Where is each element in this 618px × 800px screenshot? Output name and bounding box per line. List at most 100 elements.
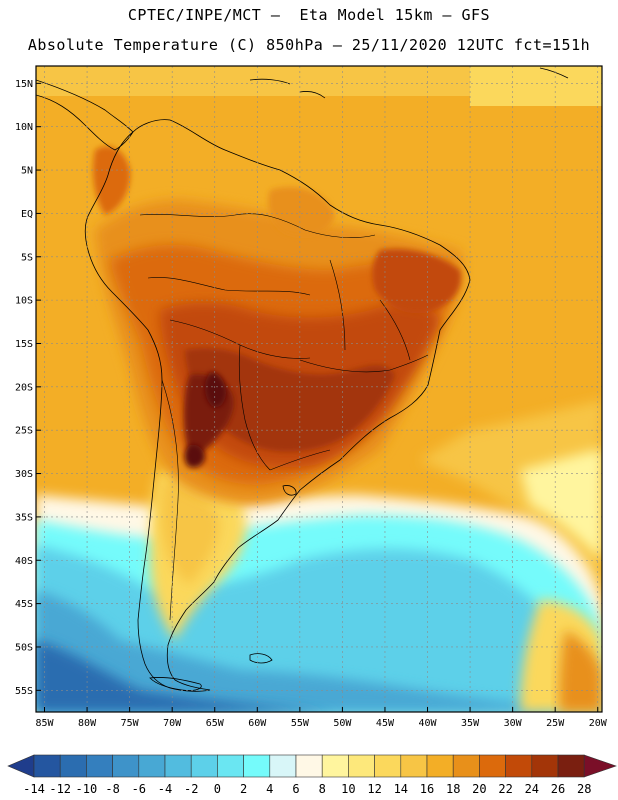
lon-label: 55W — [291, 718, 310, 729]
coastlines — [36, 67, 569, 692]
lon-label: 30W — [504, 718, 523, 729]
lat-label: 15N — [15, 79, 33, 90]
colorbar-label: -6 — [132, 782, 146, 796]
colorbar-swatch — [243, 754, 271, 778]
lon-label: 80W — [78, 718, 97, 729]
lat-label: 50S — [15, 642, 33, 653]
border-north — [139, 213, 376, 239]
colorbar-label: 4 — [266, 782, 273, 796]
colorbar-swatch — [190, 754, 218, 778]
lon-label: 20W — [589, 718, 608, 729]
colorbar-label: 0 — [214, 782, 221, 796]
colorbar-min-triangle — [7, 754, 35, 778]
field-andes-north — [93, 146, 131, 215]
colorbar-swatch — [531, 754, 559, 778]
tierra-del-fuego — [149, 677, 202, 691]
colorbar-label: -4 — [158, 782, 172, 796]
border-paraguay — [238, 344, 271, 471]
colorbar-label: -10 — [76, 782, 98, 796]
field-continent-hotspot2 — [184, 444, 205, 468]
colorbar-label: 2 — [240, 782, 247, 796]
colorbar-label: -12 — [49, 782, 71, 796]
field-atlantic-cream — [520, 450, 602, 560]
lat-label: 5N — [21, 166, 33, 177]
field-northeast-brown — [372, 248, 461, 314]
lat-label: 35S — [15, 512, 33, 523]
colorbar-label: 20 — [472, 782, 486, 796]
lon-axis: 85W 80W 75W 70W 65W 60W 55W 50W 45W 40W 35W 30W 25W 2… — [35, 707, 608, 729]
colorbar-label: 26 — [551, 782, 565, 796]
colorbar-label: 6 — [292, 782, 299, 796]
colorbar-swatch — [112, 754, 140, 778]
border-uruguay — [269, 449, 331, 471]
colorbar-swatch — [269, 754, 297, 778]
lat-label: 5S — [21, 252, 33, 263]
lat-label: EQ — [21, 209, 33, 220]
lat-label: 10N — [15, 122, 33, 133]
lat-label: 55S — [15, 686, 33, 697]
field-continent-hotspot — [205, 372, 226, 408]
colorbar-label: 16 — [420, 782, 434, 796]
field-south-deep — [36, 640, 340, 712]
map-frame — [35, 65, 603, 713]
colorbar-max-triangle — [583, 754, 617, 778]
colorbar: -14 -12 -10 -8 -6 -4 -2 0 2 4 6 8 10 12 14 16 18 20 22 24 26… — [7, 754, 617, 796]
lat-label: 45S — [15, 599, 33, 610]
colorbar-swatch — [33, 754, 61, 778]
border-brazil-states-3 — [379, 299, 411, 361]
colorbar-swatch — [557, 754, 585, 778]
colorbar-swatch — [505, 754, 533, 778]
colorbar-label: 18 — [446, 782, 460, 796]
lon-label: 40W — [418, 718, 437, 729]
colorbar-label: -14 — [23, 782, 45, 796]
lon-label: 60W — [248, 718, 267, 729]
gridlines — [36, 66, 602, 712]
field-atlantic-yellow — [420, 400, 602, 600]
colorbar-swatch — [374, 754, 402, 778]
lon-label: 65W — [206, 718, 225, 729]
colorbar-label: 8 — [319, 782, 326, 796]
colorbar-swatch — [295, 754, 323, 778]
border-brazil-states-1 — [299, 354, 429, 373]
lon-label: 50W — [333, 718, 352, 729]
lon-label: 35W — [461, 718, 480, 729]
colorbar-label: 14 — [394, 782, 408, 796]
colorbar-swatch — [426, 754, 454, 778]
colorbar-swatch — [86, 754, 113, 778]
lon-label: 75W — [121, 718, 140, 729]
caribbean-coast — [36, 79, 134, 133]
colorbar-label: 24 — [525, 782, 539, 796]
field-amazon-west — [268, 186, 335, 236]
border-peru-brazil — [147, 277, 311, 296]
lat-label: 10S — [15, 296, 33, 307]
lon-label: 25W — [546, 718, 565, 729]
colorbar-swatch — [138, 754, 166, 778]
colorbar-label: 10 — [341, 782, 355, 796]
border-brazil-states-2 — [329, 259, 346, 351]
colorbar-label: -2 — [184, 782, 198, 796]
field-northeast — [470, 66, 602, 106]
colorbar-swatch — [348, 754, 375, 778]
colorbar-swatch — [59, 754, 87, 778]
colorbar-swatch — [400, 754, 428, 778]
central-america-coast — [36, 94, 134, 151]
chart-title-line2: Absolute Temperature (C) 850hPa – 25/11/… — [27, 36, 591, 54]
lat-label: 30S — [15, 469, 33, 480]
colorbar-label: 28 — [577, 782, 591, 796]
lon-label: 70W — [163, 718, 182, 729]
lat-label: 40S — [15, 556, 33, 567]
colorbar-swatch — [479, 754, 506, 778]
field-southeast-warm2 — [559, 630, 602, 712]
colorbar-label: 22 — [498, 782, 512, 796]
colorbar-swatch — [217, 754, 244, 778]
lat-label: 20S — [15, 382, 33, 393]
chart-title-line1: CPTEC/INPE/MCT – Eta Model 15km – GFS — [127, 6, 491, 24]
temperature-field — [36, 66, 602, 712]
lat-label: 25S — [15, 426, 33, 437]
colorbar-label: -8 — [105, 782, 119, 796]
colorbar-swatch — [321, 754, 349, 778]
colorbar-swatch — [452, 754, 480, 778]
field-continent-brown — [185, 348, 395, 452]
country-borders — [139, 213, 429, 621]
